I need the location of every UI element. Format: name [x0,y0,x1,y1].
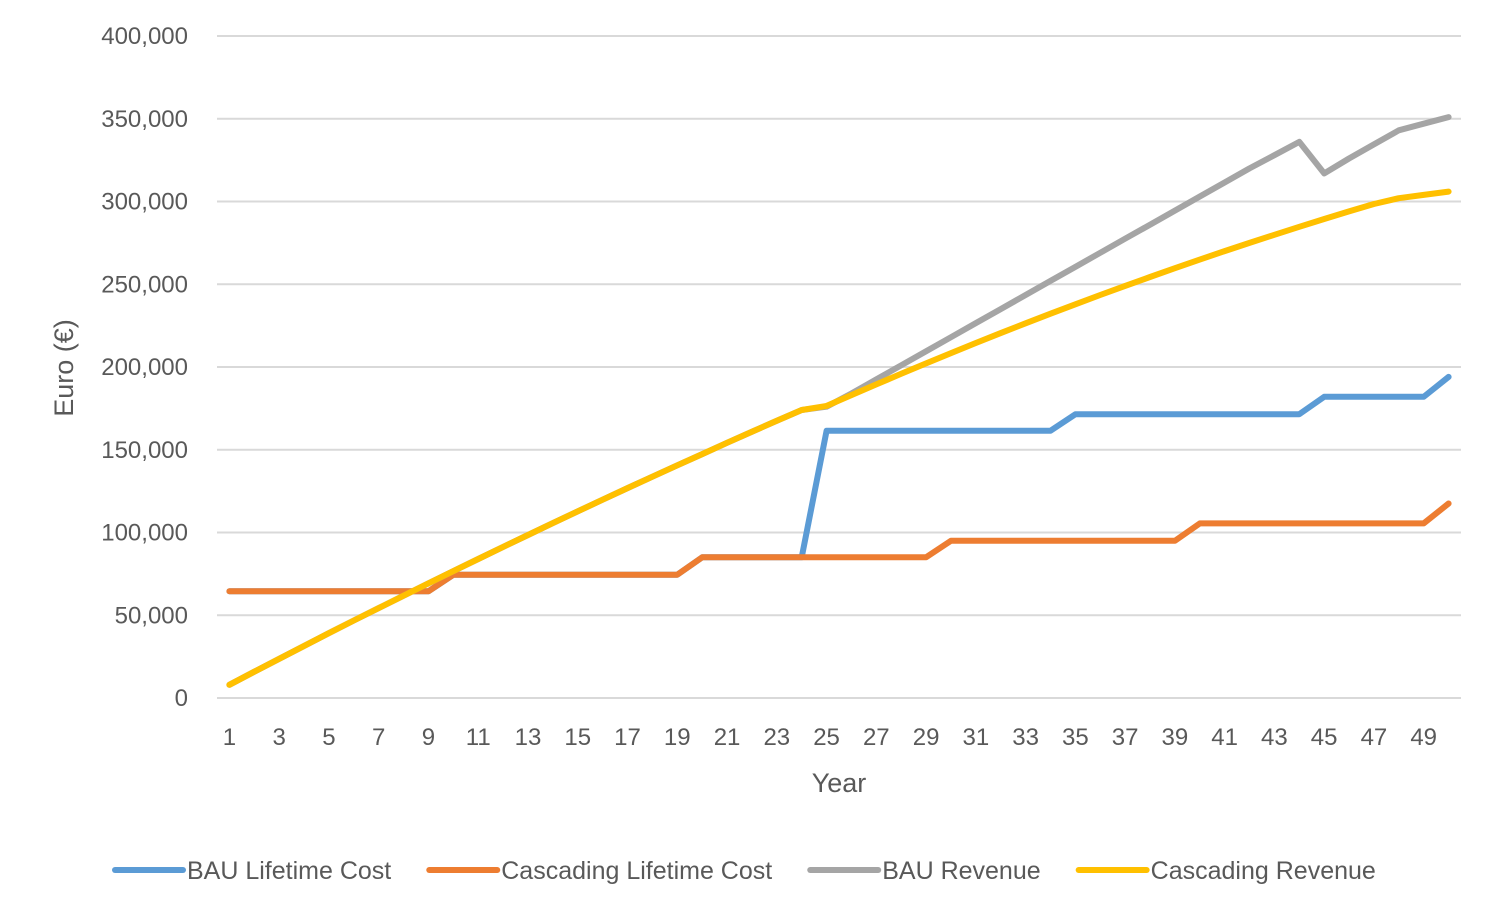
y-tick-label: 100,000 [101,520,188,547]
x-tick-label: 17 [614,724,641,751]
x-tick-label: 27 [863,724,890,751]
y-tick-label: 200,000 [101,354,188,381]
x-tick-label: 43 [1261,724,1288,751]
x-tick-label: 29 [913,724,940,751]
x-tick-label: 13 [515,724,542,751]
x-tick-label: 7 [372,724,385,751]
x-tick-label: 37 [1112,724,1139,751]
y-tick-label: 250,000 [101,271,188,298]
x-tick-label: 23 [763,724,790,751]
x-tick-label: 21 [714,724,741,751]
x-tick-label: 47 [1361,724,1388,751]
x-tick-label: 5 [322,724,335,751]
x-tick-label: 15 [564,724,591,751]
x-tick-label: 31 [962,724,989,751]
x-tick-label: 39 [1162,724,1189,751]
legend-item: BAU Revenue [807,857,1041,885]
x-tick-label: 45 [1311,724,1338,751]
y-axis-ticks: 0 50,000 100,000 150,000 200,000 250,000 300,0… [101,23,188,712]
x-axis-ticks: 1 3 5 7 9 11 13 15 17 19 21 23 25 27 29 31 33 35 37 39 41 43 4… [223,724,1437,751]
legend: BAU Lifetime Cost Cascading Lifetime Cost… [112,857,1376,885]
series-line-cascading-revenue [226,188,1452,688]
legend-item: Cascading Lifetime Cost [426,857,772,885]
series-line-cascading-lifetime-cost [226,500,1452,595]
x-tick-label: 11 [466,724,491,751]
legend-item: BAU Lifetime Cost [112,857,391,885]
legend-label: Cascading Revenue [1151,857,1376,885]
x-tick-label: 9 [422,724,435,751]
x-tick-label: 33 [1012,724,1039,751]
y-tick-label: 0 [175,685,188,712]
gridlines [217,35,1461,699]
legend-label: Cascading Lifetime Cost [501,857,772,885]
x-tick-label: 19 [664,724,691,751]
x-tick-label: 1 [223,724,236,751]
x-tick-label: 35 [1062,724,1089,751]
x-axis-label: Year [812,768,867,798]
x-tick-label: 25 [813,724,840,751]
y-tick-label: 350,000 [101,106,188,133]
y-tick-label: 150,000 [101,437,188,464]
y-axis-label: Euro (€) [49,319,79,417]
x-tick-label: 49 [1410,724,1437,751]
y-tick-label: 300,000 [101,189,188,216]
y-tick-label: 400,000 [101,23,188,50]
legend-label: BAU Lifetime Cost [187,857,391,885]
series-lines [226,114,1452,688]
x-tick-label: 41 [1211,724,1238,751]
x-tick-label: 3 [273,724,286,751]
legend-item: Cascading Revenue [1075,857,1376,885]
y-tick-label: 50,000 [115,602,188,629]
legend-label: BAU Revenue [882,857,1040,885]
